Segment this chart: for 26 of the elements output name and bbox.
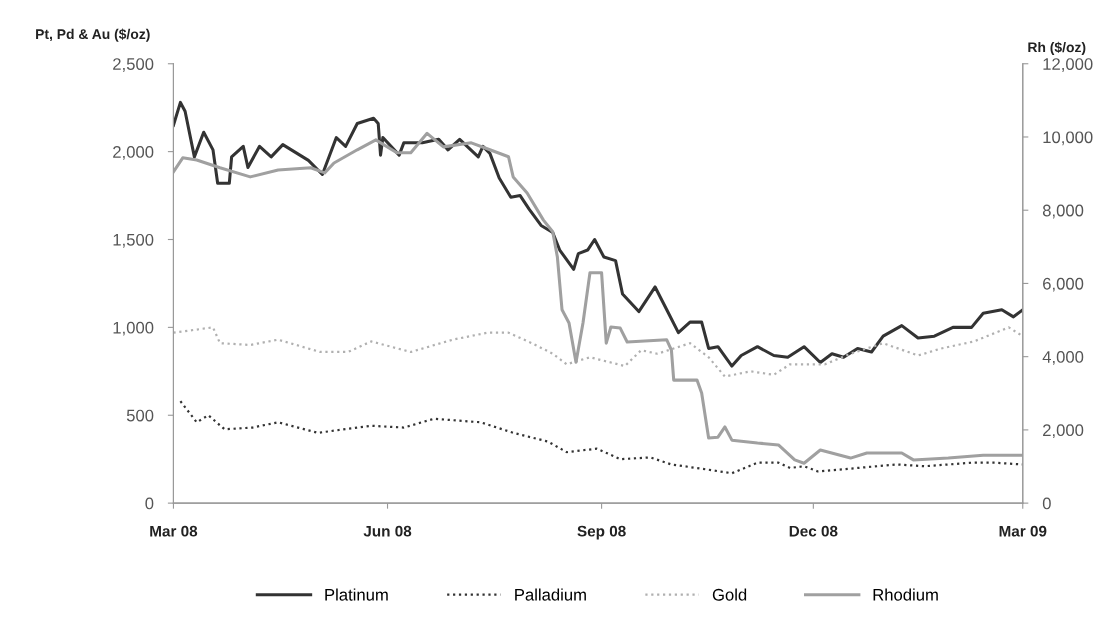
y2-axis-title: Rh ($/oz) (1028, 41, 1086, 55)
y-tick-label: 0 (145, 497, 154, 510)
x-tick-label: Mar 08 (150, 525, 198, 537)
x-tick-label: Sep 08 (577, 525, 626, 540)
y2-tick-label: 0 (1042, 497, 1051, 510)
legend-label: Rhodium (873, 588, 938, 601)
y-tick-label: 1,000 (113, 321, 154, 336)
y2-tick-label: 8,000 (1042, 204, 1084, 219)
x-tick-label: Dec 08 (789, 525, 838, 537)
y2-tick-label: 10,000 (1043, 131, 1093, 146)
y-axis-title: Pt, Pd & Au ($/oz) (36, 28, 150, 42)
legend-label: Gold (712, 588, 747, 601)
line-series (173, 100, 1023, 368)
legend-label: Platinum (325, 588, 388, 601)
y-tick-label: 2,500 (113, 58, 154, 72)
y2-tick-label: 12,000 (1043, 58, 1093, 72)
y-tick-label: 500 (126, 409, 154, 422)
y2-tick-label: 6,000 (1043, 277, 1084, 292)
x-tick-label: Jun 08 (363, 525, 412, 537)
y2-tick-label: 4,000 (1042, 351, 1084, 365)
legend-label: Palladium (515, 588, 586, 601)
y2-tick-label: 2,000 (1043, 424, 1084, 439)
line-series (173, 326, 1023, 378)
y-tick-label: 2,000 (113, 146, 154, 160)
y-tick-label: 1,500 (113, 233, 154, 248)
x-tick-label: Mar 09 (999, 525, 1047, 537)
